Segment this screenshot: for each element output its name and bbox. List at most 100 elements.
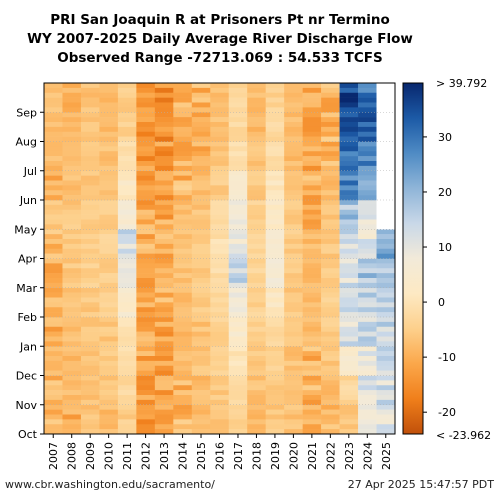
heatmap-cell — [117, 385, 137, 391]
heatmap-cell — [284, 404, 303, 410]
heatmap-cell — [339, 175, 359, 181]
heatmap-cell — [191, 141, 211, 147]
heatmap-cell — [321, 126, 340, 133]
heatmap-cell — [265, 258, 285, 264]
heatmap-cell — [136, 317, 156, 323]
heatmap-cell — [247, 317, 266, 323]
heatmap-cell — [339, 365, 359, 371]
x-axis: 2007 2008 2009 2010 2011 2012 2013 2014 2015 2016… — [47, 434, 393, 470]
heatmap-cell — [99, 360, 119, 367]
heatmap-cell — [210, 92, 230, 98]
heatmap-cell — [265, 424, 285, 430]
heatmap-cell — [99, 424, 119, 430]
heatmap-cell — [302, 399, 322, 406]
heatmap-cell — [62, 224, 82, 230]
heatmap-cell — [228, 278, 248, 284]
heatmap-cell — [228, 268, 248, 274]
heatmap-cell — [228, 414, 248, 420]
heatmap-cell — [265, 165, 285, 172]
heatmap-cell — [99, 165, 119, 172]
heatmap-cell — [284, 219, 303, 225]
heatmap-cell — [136, 341, 156, 347]
heatmap-cell — [210, 180, 230, 186]
heatmap-cell — [339, 370, 359, 376]
heatmap-cell — [99, 214, 119, 220]
heatmap-cell — [62, 175, 82, 181]
heatmap-cell — [136, 175, 156, 181]
heatmap-cell — [228, 141, 248, 147]
heatmap-cell — [191, 331, 211, 337]
heatmap-cell — [154, 321, 174, 328]
heatmap-cell — [302, 273, 322, 279]
heatmap-cell — [44, 165, 63, 172]
heatmap-cell — [191, 83, 211, 89]
heatmap-cell — [358, 292, 377, 298]
heatmap-cell — [302, 385, 322, 391]
heatmap-cell — [265, 321, 285, 328]
heatmap-cell — [321, 165, 340, 172]
y-tick-label: Nov — [16, 399, 38, 412]
heatmap-cell — [99, 351, 119, 357]
heatmap-cell — [265, 146, 285, 152]
heatmap-cell — [321, 234, 340, 240]
heatmap-cell — [62, 229, 82, 235]
heatmap-cell — [265, 151, 285, 157]
heatmap-cell — [265, 243, 285, 250]
heatmap-cell — [376, 307, 396, 313]
heatmap-cell — [228, 239, 248, 245]
heatmap-cell — [99, 302, 119, 308]
heatmap-cell — [358, 107, 377, 113]
heatmap-cell — [136, 107, 156, 113]
heatmap-cell — [62, 399, 82, 406]
heatmap-cell — [321, 326, 340, 332]
heatmap-cell — [265, 356, 285, 362]
heatmap-cell — [136, 243, 156, 250]
heatmap-cell — [136, 429, 156, 435]
heatmap-cell — [99, 273, 119, 279]
heatmap-cell — [136, 180, 156, 186]
heatmap-cell — [44, 190, 63, 196]
heatmap-cell — [265, 302, 285, 308]
heatmap-cell — [321, 321, 340, 328]
heatmap-cell — [154, 107, 174, 113]
heatmap-cell — [321, 336, 340, 342]
heatmap-cell — [154, 360, 174, 367]
heatmap-cell — [302, 170, 322, 176]
heatmap-cell — [358, 302, 377, 308]
heatmap-cell — [247, 399, 266, 406]
heatmap-cell — [210, 287, 230, 293]
x-tick-label: 2025 — [380, 442, 393, 470]
heatmap-cell — [99, 204, 119, 211]
heatmap-cell — [191, 268, 211, 274]
heatmap-cell — [80, 141, 100, 147]
heatmap-cell — [376, 370, 396, 376]
heatmap-cell — [358, 307, 377, 313]
heatmap-cell — [339, 243, 359, 250]
heatmap-cell — [321, 229, 340, 235]
heatmap-cell — [210, 341, 230, 347]
heatmap-cell — [117, 356, 137, 362]
heatmap-cell — [117, 243, 137, 250]
heatmap-cell — [117, 165, 137, 172]
heatmap-cell — [210, 282, 230, 289]
heatmap-cell — [80, 161, 100, 167]
heatmap-cell — [265, 399, 285, 406]
heatmap-cell — [80, 429, 100, 435]
heatmap-cell — [99, 92, 119, 98]
heatmap-cell — [191, 336, 211, 342]
heatmap-cell — [265, 117, 285, 123]
heatmap-cell — [376, 356, 396, 362]
heatmap-cell — [173, 239, 193, 245]
heatmap-cell — [210, 195, 230, 201]
heatmap-cell — [99, 87, 119, 94]
heatmap-cell — [62, 126, 82, 133]
heatmap-cell — [99, 122, 119, 128]
heatmap-cell — [339, 424, 359, 430]
heatmap-cell — [358, 341, 377, 347]
heatmap-cell — [191, 385, 211, 391]
heatmap-cell — [136, 307, 156, 313]
heatmap-cell — [228, 312, 248, 318]
heatmap-cell — [247, 107, 266, 113]
heatmap-cell — [62, 83, 82, 89]
heatmap-cell — [80, 297, 100, 303]
